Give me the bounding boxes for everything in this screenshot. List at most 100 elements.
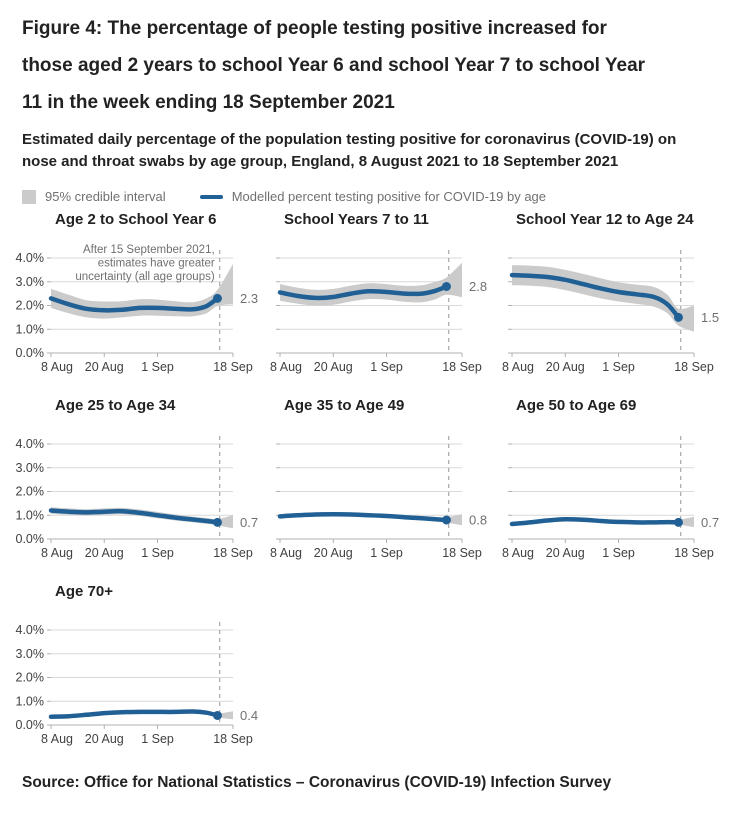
panel-row: Age 2 to School Year 6 4.0% 3.0% 2.0% 1.0% 0.… <box>0 210 731 382</box>
panel-chart-svg: 8 Aug 20 Aug 1 Sep 18 Sep 2.8 <box>270 250 487 374</box>
x-tick-label: 8 Aug <box>41 360 73 374</box>
panel-age-50-to-age-69: Age 50 to Age 69 8 Aug 20 Aug 1 Sep 18 Sep 0.… <box>500 396 731 568</box>
figure-subtitle: Estimated daily percentage of the popula… <box>22 131 677 170</box>
y-tick-label: 0.0% <box>16 718 45 732</box>
x-tick-label: 20 Aug <box>314 546 353 560</box>
legend-item-credible-interval: 95% credible interval <box>22 189 166 204</box>
panel-age-35-to-age-49: Age 35 to Age 49 8 Aug 20 Aug 1 Sep 18 Sep 0.… <box>270 396 500 568</box>
panel-title: Age 50 to Age 69 <box>516 397 637 414</box>
y-tick-label: 1.0% <box>16 322 45 336</box>
latest-estimate-dot <box>212 293 222 303</box>
latest-estimate-dot <box>212 711 222 720</box>
x-tick-label: 18 Sep <box>674 546 714 560</box>
x-tick-label: 1 Sep <box>602 546 635 560</box>
uncertainty-annotation: estimates have greater <box>98 258 215 270</box>
x-tick-label: 18 Sep <box>442 546 482 560</box>
x-tick-label: 1 Sep <box>141 360 174 374</box>
source-text: Source: Office for National Statistics –… <box>22 774 612 791</box>
chart-legend: 95% credible interval Modelled percent t… <box>22 189 731 204</box>
panel-title: School Year 12 to Age 24 <box>516 211 694 228</box>
panel-age-70: Age 70+ 4.0% 3.0% 2.0% 1.0% 0.0% 8 Aug 20 Aug 1 … <box>0 582 270 754</box>
latest-estimate-dot <box>441 282 451 291</box>
panel-row: Age 70+ 4.0% 3.0% 2.0% 1.0% 0.0% 8 Aug 20 Aug 1 … <box>0 582 731 754</box>
latest-estimate-dot <box>212 517 222 527</box>
x-tick-label: 8 Aug <box>270 360 302 374</box>
x-tick-label: 8 Aug <box>41 732 73 746</box>
panel-chart-svg: 4.0% 3.0% 2.0% 1.0% 0.0%8 Aug 20 Aug 1 Sep 18 S… <box>16 244 259 374</box>
credible-interval-band <box>51 263 233 319</box>
model-line <box>48 508 220 525</box>
model-line <box>277 284 449 301</box>
y-tick-label: 2.0% <box>16 485 45 499</box>
end-value-label: 0.4 <box>240 708 258 723</box>
figure-header: Figure 4: The percentage of people testi… <box>0 10 731 173</box>
panel-age-25-to-age-34: Age 25 to Age 34 4.0% 3.0% 2.0% 1.0% 0.0% 8 Au… <box>0 396 270 568</box>
y-tick-label: 3.0% <box>16 647 45 661</box>
latest-estimate-dot <box>673 517 683 527</box>
end-value-label: 0.7 <box>701 515 719 530</box>
model-line <box>277 512 449 523</box>
end-value-label: 2.8 <box>469 279 487 294</box>
panel-title: School Years 7 to 11 <box>284 211 429 228</box>
credible-interval-band <box>512 265 694 332</box>
x-tick-label: 8 Aug <box>502 546 534 560</box>
x-tick-label: 1 Sep <box>141 732 174 746</box>
panel-chart-svg: 4.0% 3.0% 2.0% 1.0% 0.0%8 Aug 20 Aug 1 Sep 18 S… <box>16 436 258 560</box>
y-tick-label: 4.0% <box>16 623 45 637</box>
x-tick-label: 20 Aug <box>85 546 124 560</box>
y-tick-label: 3.0% <box>16 275 45 289</box>
y-tick-label: 1.0% <box>16 694 45 708</box>
y-tick-label: 4.0% <box>16 251 45 265</box>
panel-chart-svg: 8 Aug 20 Aug 1 Sep 18 Sep 1.5 <box>502 250 719 374</box>
end-value-label: 1.5 <box>701 310 719 325</box>
model-line <box>48 709 220 719</box>
x-tick-label: 20 Aug <box>314 360 353 374</box>
model-line <box>509 272 681 320</box>
y-tick-label: 2.0% <box>16 299 45 313</box>
model-line <box>48 296 220 313</box>
x-tick-label: 18 Sep <box>674 360 714 374</box>
x-tick-label: 1 Sep <box>370 546 403 560</box>
x-tick-label: 1 Sep <box>602 360 635 374</box>
panel-school-years-7-to-11: School Years 7 to 11 8 Aug 20 Aug 1 Sep 18 S… <box>270 210 500 382</box>
end-value-label: 0.7 <box>240 515 258 530</box>
y-tick-label: 0.0% <box>16 532 45 546</box>
latest-estimate-dot <box>673 312 683 322</box>
y-tick-label: 1.0% <box>16 508 45 522</box>
modelled-line-swatch-icon <box>199 194 223 199</box>
panel-school-year-12-to-age-24: School Year 12 to Age 24 8 Aug 20 Aug 1 Sep… <box>500 210 731 382</box>
panels-grid: Age 2 to School Year 6 4.0% 3.0% 2.0% 1.0% 0.… <box>0 210 731 754</box>
panel-title: Age 70+ <box>55 583 113 600</box>
x-tick-label: 20 Aug <box>546 360 585 374</box>
x-tick-label: 8 Aug <box>41 546 73 560</box>
figure-title: Figure 4: The percentage of people testi… <box>22 18 646 113</box>
panel-title: Age 2 to School Year 6 <box>55 211 217 228</box>
y-tick-label: 2.0% <box>16 671 45 685</box>
uncertainty-annotation: uncertainty (all age groups) <box>75 271 215 283</box>
x-tick-label: 20 Aug <box>546 546 585 560</box>
model-line <box>509 517 681 527</box>
x-tick-label: 1 Sep <box>141 546 174 560</box>
legend-item-modelled-line: Modelled percent testing positive for CO… <box>199 189 547 204</box>
credible-interval-label: 95% credible interval <box>45 189 166 204</box>
panel-title: Age 35 to Age 49 <box>284 397 405 414</box>
y-tick-label: 0.0% <box>16 346 45 360</box>
x-tick-label: 18 Sep <box>213 546 253 560</box>
x-tick-label: 20 Aug <box>85 360 124 374</box>
panel-chart-svg: 8 Aug 20 Aug 1 Sep 18 Sep 0.8 <box>270 436 487 560</box>
credible-interval-swatch-icon <box>22 189 36 204</box>
uncertainty-annotation: After 15 September 2021, <box>83 244 215 256</box>
end-value-label: 0.8 <box>469 513 487 528</box>
x-tick-label: 8 Aug <box>270 546 302 560</box>
panel-chart-svg: 4.0% 3.0% 2.0% 1.0% 0.0%8 Aug 20 Aug 1 Sep 18 S… <box>16 622 258 746</box>
latest-estimate-dot <box>441 515 451 525</box>
modelled-line-label: Modelled percent testing positive for CO… <box>231 189 547 204</box>
panel-age-2-to-school-year-6: Age 2 to School Year 6 4.0% 3.0% 2.0% 1.0% 0.… <box>0 210 270 382</box>
panel-chart-svg: 8 Aug 20 Aug 1 Sep 18 Sep 0.7 <box>502 436 719 560</box>
x-tick-label: 8 Aug <box>502 360 534 374</box>
panel-title: Age 25 to Age 34 <box>55 397 176 414</box>
ons-figure-page: Figure 4: The percentage of people testi… <box>0 10 731 791</box>
y-tick-label: 3.0% <box>16 461 45 475</box>
panel-row: Age 25 to Age 34 4.0% 3.0% 2.0% 1.0% 0.0% 8 Au… <box>0 396 731 568</box>
x-tick-label: 18 Sep <box>442 360 482 374</box>
